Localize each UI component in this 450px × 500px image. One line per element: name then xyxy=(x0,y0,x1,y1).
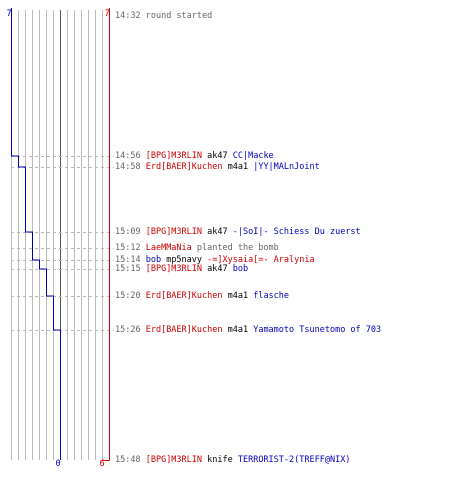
event-text: flasche xyxy=(253,291,290,301)
event-text: planted the bomb xyxy=(191,243,279,253)
event-row: 15:15 [BPG]M3RLIN ak47 bob xyxy=(115,263,248,275)
event-time: 15:12 xyxy=(115,243,146,253)
event-text: [BPG]M3RLIN xyxy=(145,151,203,161)
event-time: 15:26 xyxy=(115,325,146,335)
event-row: 15:20 Erd[BAER]Kuchen m4a1 flasche xyxy=(115,290,289,302)
ct-bottom-count: 0 xyxy=(55,459,60,469)
event-row: 15:48 [BPG]M3RLIN knife TERRORIST-2(TREF… xyxy=(115,454,350,466)
event-time: 14:56 xyxy=(115,151,146,161)
event-text: bob xyxy=(232,264,249,274)
event-text: [BPG]M3RLIN xyxy=(145,227,203,237)
t-bottom-count: 6 xyxy=(99,459,104,469)
event-text: ak47 xyxy=(202,264,233,274)
event-text: |YY|MALnJoint xyxy=(253,162,320,172)
t-top-count: 7 xyxy=(104,9,109,19)
event-row: 15:09 [BPG]M3RLIN ak47 -|SoI|- Schiess D… xyxy=(115,226,361,238)
event-text: [BPG]M3RLIN xyxy=(145,264,203,274)
event-time: 15:14 xyxy=(115,255,146,265)
event-text: m4a1 xyxy=(222,291,254,301)
event-text: round started xyxy=(145,11,213,21)
event-text: TERRORIST-2(TREFF@NIX) xyxy=(237,455,351,465)
event-text: Erd[BAER]Kuchen xyxy=(145,325,223,335)
event-text: Erd[BAER]Kuchen xyxy=(145,291,223,301)
event-text: ak47 xyxy=(202,151,233,161)
event-text: mp5navy xyxy=(161,255,208,265)
event-text: Erd[BAER]Kuchen xyxy=(145,162,223,172)
event-row: 15:12 LaeMMaNia planted the bomb xyxy=(115,242,279,254)
event-text: Yamamoto Tsunetomo of 703 xyxy=(253,325,382,335)
event-text: m4a1 xyxy=(222,162,254,172)
event-row: 14:32 round started xyxy=(115,10,212,22)
event-text: -=]Xysaia[=- Aralynia xyxy=(207,255,315,265)
event-row: 15:14 bob mp5navy -=]Xysaia[=- Aralynia xyxy=(115,254,315,266)
event-time: 14:58 xyxy=(115,162,146,172)
event-text: ak47 xyxy=(202,227,233,237)
event-time: 15:15 xyxy=(115,264,146,274)
event-text: [BPG]M3RLIN xyxy=(145,455,203,465)
event-row: 14:58 Erd[BAER]Kuchen m4a1 |YY|MALnJoint xyxy=(115,161,320,173)
event-text: LaeMMaNia xyxy=(145,243,192,253)
event-time: 15:09 xyxy=(115,227,146,237)
event-text: knife xyxy=(202,455,238,465)
event-row: 15:26 Erd[BAER]Kuchen m4a1 Yamamoto Tsun… xyxy=(115,324,381,336)
event-text: CC|Macke xyxy=(232,151,274,161)
event-text: m4a1 xyxy=(222,325,254,335)
event-text: -|SoI|- Schiess Du zuerst xyxy=(232,227,361,237)
event-time: 15:48 xyxy=(115,455,146,465)
event-time: 14:32 xyxy=(115,11,146,21)
ct-alive-line xyxy=(11,8,61,460)
ct-top-count: 7 xyxy=(6,9,11,19)
event-text: bob xyxy=(145,255,162,265)
event-row: 14:56 [BPG]M3RLIN ak47 CC|Macke xyxy=(115,150,274,162)
event-time: 15:20 xyxy=(115,291,146,301)
